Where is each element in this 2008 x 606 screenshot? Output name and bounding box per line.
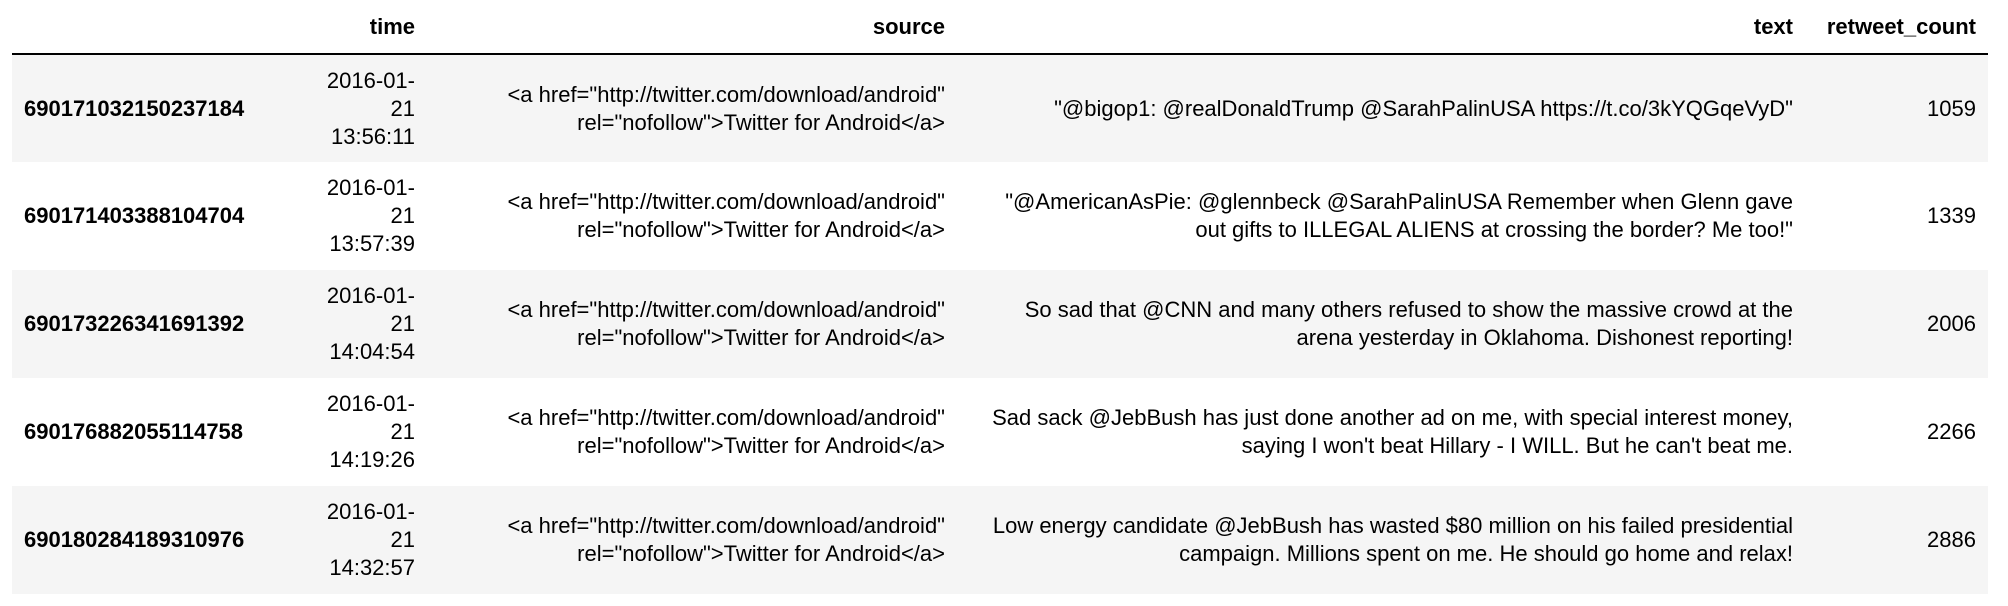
time-date: 2016-01- xyxy=(326,283,415,308)
time-cell: 2016-01- 21 13:57:39 xyxy=(302,162,427,270)
table-row: 690180284189310976 2016-01- 21 14:32:57 … xyxy=(12,486,1988,594)
row-index: 690173226341691392 xyxy=(24,311,245,336)
time-day: 21 xyxy=(390,419,415,444)
table-row: 690171032150237184 2016-01- 21 13:56:11 … xyxy=(12,54,1988,162)
text-cell: "@bigop1: @realDonaldTrump @SarahPalinUS… xyxy=(1054,95,1793,121)
table-header: time source text retweet_count xyxy=(12,0,1988,55)
time-cell: 2016-01- 21 14:19:26 xyxy=(302,378,427,486)
time-cell: 2016-01- 21 14:04:54 xyxy=(302,270,427,378)
time-date: 2016-01- xyxy=(326,499,415,524)
row-index: 690171032150237184 xyxy=(24,95,245,121)
time-clock: 13:57:39 xyxy=(329,231,415,256)
retweet-count-cell: 2886 xyxy=(1927,527,1976,552)
row-index: 690180284189310976 xyxy=(24,527,245,552)
text-cell: So sad that @CNN and many others refused… xyxy=(1024,297,1793,350)
retweet-count-cell: 2266 xyxy=(1927,419,1976,444)
source-line: rel="nofollow">Twitter for Android</a> xyxy=(577,325,945,350)
retweet-count-header: retweet_count xyxy=(1805,0,1988,55)
header-row: time source text retweet_count xyxy=(12,0,1988,55)
time-clock: 13:56:11 xyxy=(330,123,415,149)
time-cell: 2016-01- 21 13:56:11 xyxy=(302,54,427,162)
row-index: 690176882055114758 xyxy=(24,419,244,444)
source-cell: <a href="http://twitter.com/download/and… xyxy=(427,486,957,594)
text-cell: Low energy candidate @JebBush has wasted… xyxy=(992,513,1793,566)
source-line: <a href="http://twitter.com/download/and… xyxy=(507,189,945,214)
dataframe-table: time source text retweet_count 690171032… xyxy=(12,0,1988,594)
time-day: 21 xyxy=(390,95,415,121)
source-line: rel="nofollow">Twitter for Android</a> xyxy=(577,433,945,458)
source-line: <a href="http://twitter.com/download/and… xyxy=(507,81,945,107)
source-cell: <a href="http://twitter.com/download/and… xyxy=(427,378,957,486)
time-clock: 14:04:54 xyxy=(329,339,415,364)
source-cell: <a href="http://twitter.com/download/and… xyxy=(427,270,957,378)
table-row: 690173226341691392 2016-01- 21 14:04:54 … xyxy=(12,270,1988,378)
source-cell: <a href="http://twitter.com/download/and… xyxy=(427,54,957,162)
text-cell: "@AmericanAsPie: @glennbeck @SarahPalinU… xyxy=(1005,189,1793,242)
time-cell: 2016-01- 21 14:32:57 xyxy=(302,486,427,594)
retweet-count-cell: 2006 xyxy=(1927,311,1976,336)
table-row: 690176882055114758 2016-01- 21 14:19:26 … xyxy=(12,378,1988,486)
text-header: text xyxy=(957,0,1805,55)
time-day: 21 xyxy=(390,203,415,228)
time-date: 2016-01- xyxy=(326,175,415,200)
source-line: <a href="http://twitter.com/download/and… xyxy=(507,513,945,538)
source-line: rel="nofollow">Twitter for Android</a> xyxy=(577,217,945,242)
table-body: 690171032150237184 2016-01- 21 13:56:11 … xyxy=(12,54,1988,594)
time-header: time xyxy=(302,0,427,55)
source-header: source xyxy=(427,0,957,55)
time-date: 2016-01- xyxy=(326,67,415,93)
table-row: 690171403388104704 2016-01- 21 13:57:39 … xyxy=(12,162,1988,270)
time-day: 21 xyxy=(390,311,415,336)
source-line: rel="nofollow">Twitter for Android</a> xyxy=(577,109,945,135)
time-clock: 14:19:26 xyxy=(329,447,415,472)
index-header xyxy=(12,0,302,55)
source-line: <a href="http://twitter.com/download/and… xyxy=(507,297,945,322)
source-line: <a href="http://twitter.com/download/and… xyxy=(507,405,945,430)
source-cell: <a href="http://twitter.com/download/and… xyxy=(427,162,957,270)
time-day: 21 xyxy=(390,527,415,552)
retweet-count-cell: 1339 xyxy=(1927,203,1976,228)
time-clock: 14:32:57 xyxy=(329,555,415,580)
source-line: rel="nofollow">Twitter for Android</a> xyxy=(577,541,945,566)
retweet-count-cell: 1059 xyxy=(1927,95,1976,121)
text-cell: Sad sack @JebBush has just done another … xyxy=(992,405,1793,458)
time-date: 2016-01- xyxy=(326,391,415,416)
row-index: 690171403388104704 xyxy=(24,203,245,228)
